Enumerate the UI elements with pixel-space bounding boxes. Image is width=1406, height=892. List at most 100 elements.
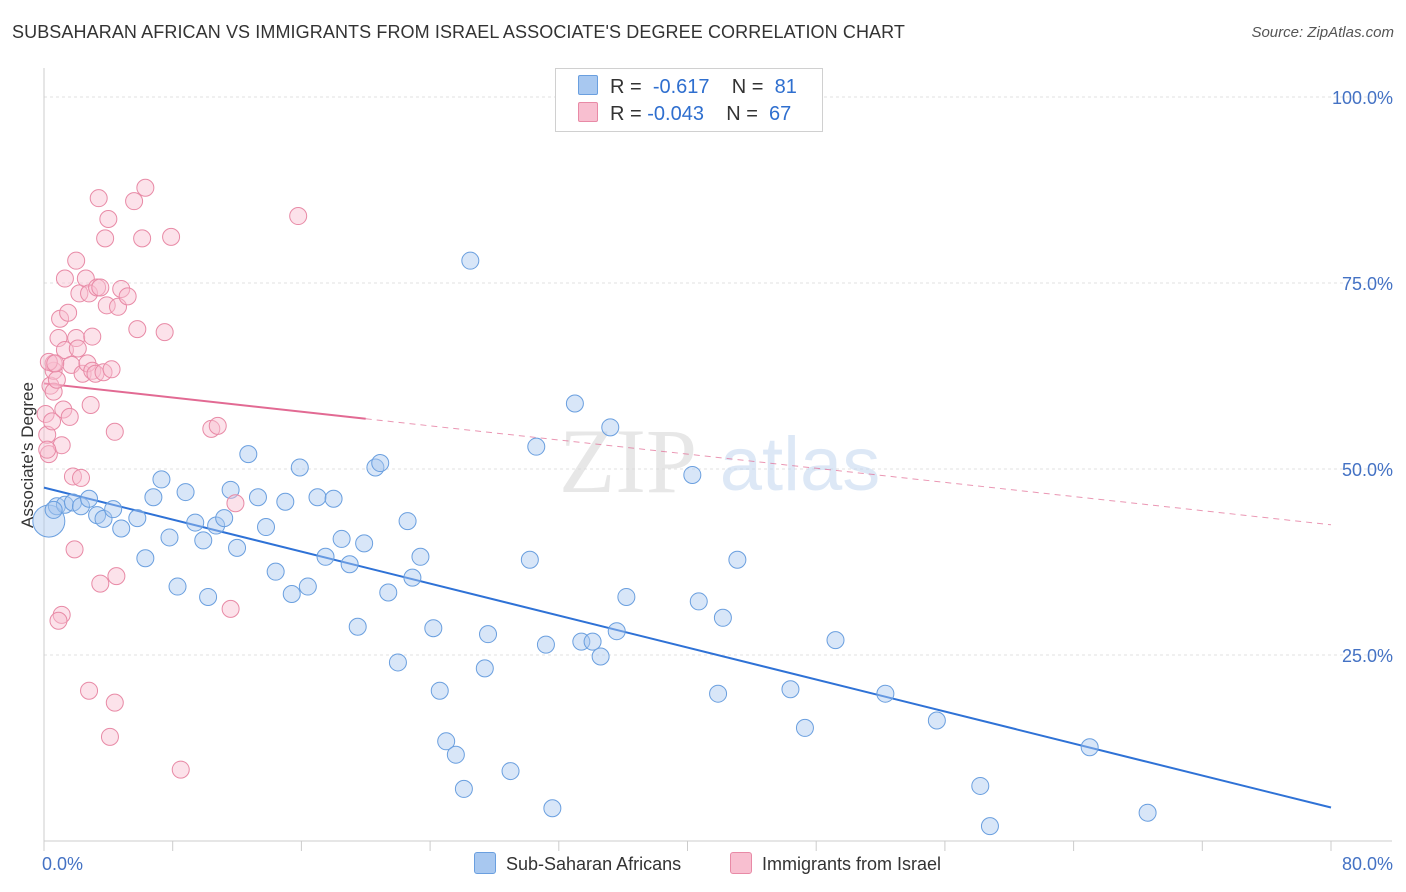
point-israel (81, 396, 100, 415)
point-subsaharan (44, 500, 63, 519)
point-israel (54, 400, 73, 419)
point-subsaharan (709, 684, 728, 703)
point-israel (107, 567, 126, 586)
point-subsaharan (683, 465, 702, 484)
point-israel (171, 760, 190, 779)
point-israel (118, 287, 137, 306)
source-credit: Source: ZipAtlas.com (1251, 24, 1394, 41)
point-israel (102, 360, 121, 379)
point-subsaharan (501, 762, 520, 781)
point-subsaharan (543, 799, 562, 818)
point-subsaharan (308, 488, 327, 507)
point-subsaharan (298, 577, 317, 596)
point-israel (83, 327, 102, 346)
point-israel (128, 320, 147, 339)
point-subsaharan (144, 488, 163, 507)
point-subsaharan (276, 492, 295, 511)
legend-swatch-subsaharan (578, 75, 598, 95)
point-israel (105, 422, 124, 441)
legend-row-israel: R = -0.043 N = 67 (578, 102, 791, 128)
point-subsaharan (194, 531, 213, 550)
legend-swatch-israel (578, 102, 598, 122)
point-israel (44, 382, 63, 401)
bottom-legend-israel: Immigrants from Israel (730, 852, 941, 875)
point-subsaharan (104, 500, 123, 519)
point-subsaharan (927, 711, 946, 730)
point-israel (36, 404, 55, 423)
point-subsaharan (266, 562, 285, 581)
point-subsaharan (379, 583, 398, 602)
legend-n-label: N = (731, 76, 764, 98)
y-axis-label: Associate's Degree (18, 382, 37, 528)
point-subsaharan (348, 617, 367, 636)
y-tick-label-1: 50.0% (1342, 460, 1393, 480)
point-subsaharan (332, 529, 351, 548)
point-israel (99, 210, 118, 229)
point-subsaharan (324, 489, 343, 508)
point-subsaharan (112, 519, 131, 538)
point-israel (221, 599, 240, 618)
point-israel (162, 227, 181, 246)
legend-n-label: N = (726, 103, 758, 125)
point-subsaharan (728, 550, 747, 569)
trend-line-subsaharan (43, 486, 1332, 809)
point-subsaharan (398, 512, 417, 531)
point-subsaharan (795, 718, 814, 737)
point-subsaharan (826, 631, 845, 650)
point-subsaharan (388, 653, 407, 672)
point-israel (49, 329, 68, 348)
point-subsaharan (316, 547, 335, 566)
bottom-legend-label-israel: Immigrants from Israel (762, 854, 942, 874)
point-subsaharan (565, 394, 584, 413)
point-subsaharan (152, 470, 171, 489)
point-israel (97, 296, 116, 315)
point-israel (65, 540, 84, 559)
watermark: ZIP atlas (559, 410, 880, 512)
point-subsaharan (94, 509, 113, 528)
legend-r-value: -0.043 (647, 103, 704, 125)
point-subsaharan (617, 587, 636, 606)
y-tick-label-3: 100.0% (1332, 88, 1393, 108)
point-israel (112, 279, 131, 298)
point-subsaharan (475, 659, 494, 678)
point-israel (80, 681, 99, 700)
point-subsaharan (228, 538, 247, 557)
point-subsaharan (479, 625, 498, 644)
y-tick-label-2: 75.0% (1342, 274, 1393, 294)
point-subsaharan (248, 488, 267, 507)
trend-lines (43, 382, 1332, 809)
point-subsaharan (454, 779, 473, 798)
point-israel (52, 605, 71, 624)
point-israel (289, 207, 308, 226)
point-israel (91, 574, 110, 593)
legend-row-subsaharan: R = -0.617 N = 81 (578, 75, 797, 101)
point-israel (105, 693, 124, 712)
legend-n-value: 81 (774, 76, 797, 98)
point-subsaharan (340, 555, 359, 574)
point-subsaharan (424, 619, 443, 638)
point-israel (55, 269, 74, 288)
point-subsaharan (80, 489, 99, 508)
trend-line-israel-solid (43, 382, 366, 420)
point-subsaharan (520, 550, 539, 569)
point-subsaharan (411, 547, 430, 566)
point-israel (52, 436, 71, 455)
bottom-legend-swatch-subsaharan (474, 852, 496, 874)
point-israel (125, 192, 144, 211)
bottom-legend-swatch-israel (730, 852, 752, 874)
y-tick-label-0: 25.0% (1342, 646, 1393, 666)
point-subsaharan (437, 732, 456, 751)
data-points (32, 178, 1157, 836)
point-israel (38, 440, 57, 459)
point-subsaharan (781, 680, 800, 699)
point-subsaharan (591, 647, 610, 666)
point-subsaharan (215, 509, 234, 528)
point-israel (100, 727, 119, 746)
point-subsaharan (136, 549, 155, 568)
gridlines (44, 96, 1392, 656)
point-subsaharan (128, 509, 147, 528)
point-israel (136, 178, 155, 197)
point-israel (55, 340, 74, 359)
point-israel (208, 416, 227, 435)
